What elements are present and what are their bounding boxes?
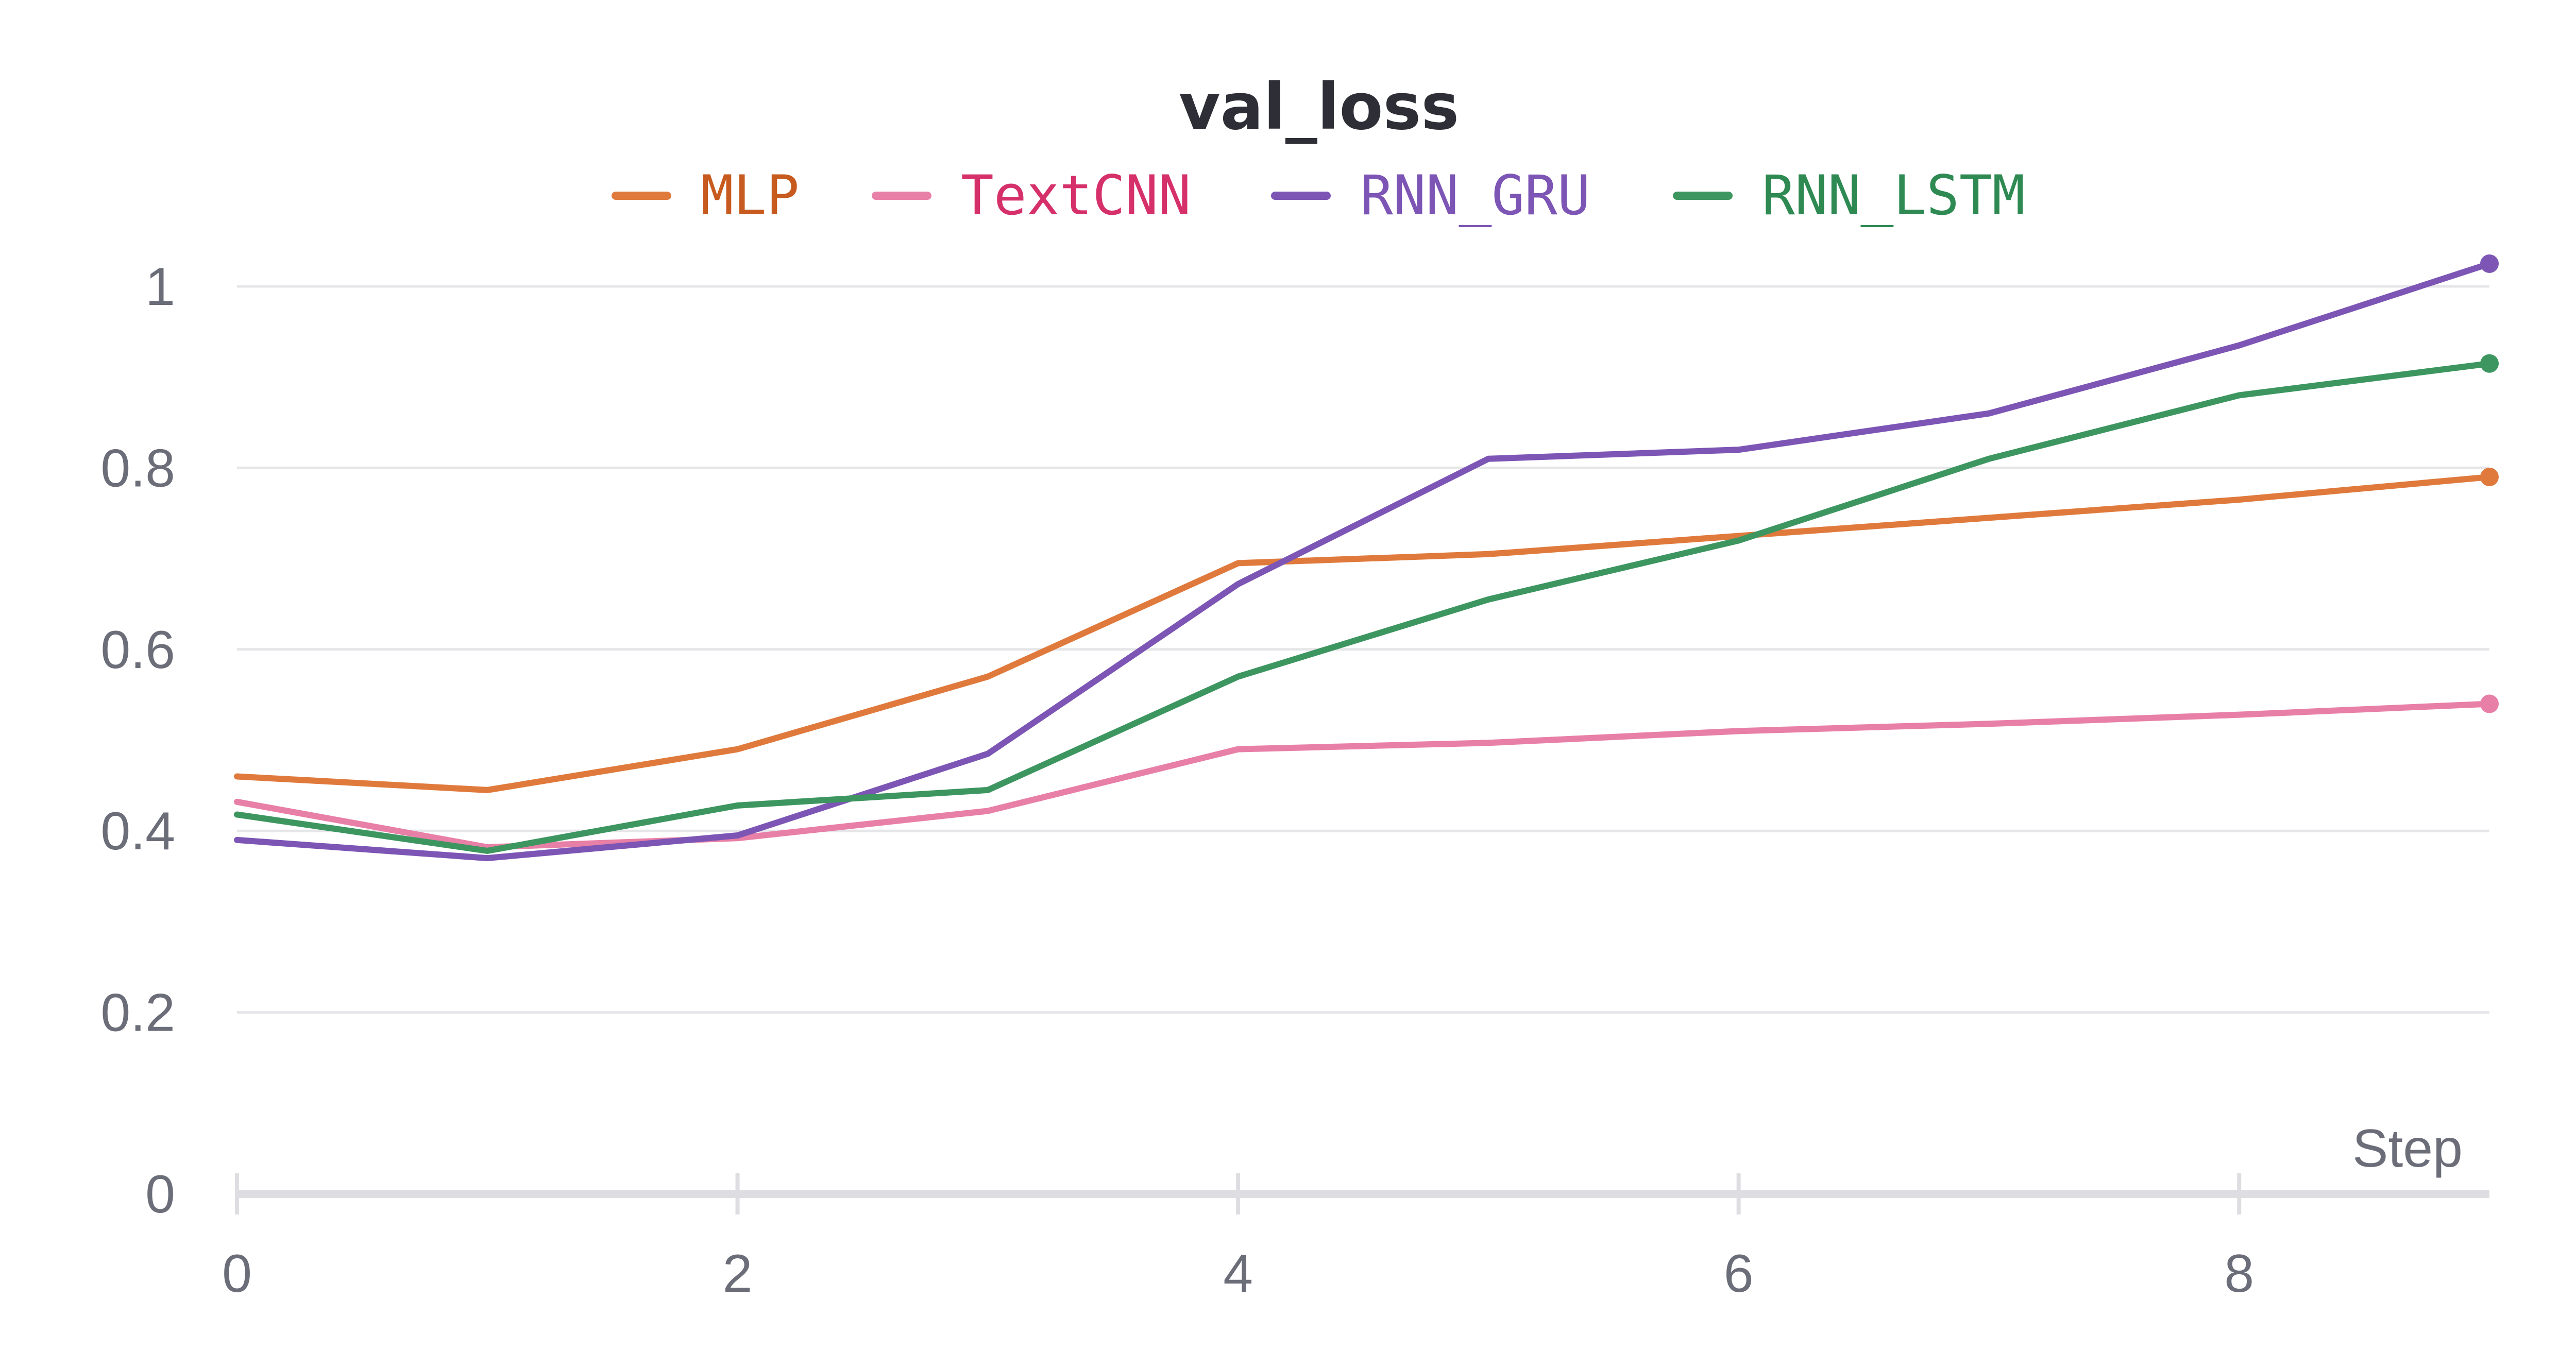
legend-item-rnn_gru: RNN_GRU [1271,164,1590,227]
y-tick-label: 0.4 [100,801,175,861]
series-line-textcnn [234,700,2493,850]
x-axis-label: Step [2352,1119,2463,1178]
legend: MLP TextCNN RNN_GRU RNN_LSTM [612,164,2025,227]
series-endpoint-mlp [2480,468,2499,487]
series-endpoint-rnn_lstm [2480,354,2499,373]
x-tick-label: 6 [1724,1244,1754,1304]
axes: Step 0 0.2 0.4 0.6 0.8 1 0 2 4 6 8 [100,257,2489,1304]
series-endpoint-rnn_gru [2480,254,2499,273]
legend-label: RNN_LSTM [1762,164,2025,227]
y-tick-label: 1 [145,257,175,317]
y-tick-label: 0.2 [100,983,175,1043]
y-tick-label: 0 [145,1165,175,1224]
series-line-mlp [234,474,2493,793]
series-group [234,254,2499,862]
y-tick-label: 0.8 [100,438,175,498]
legend-label: RNN_GRU [1360,164,1590,227]
x-tick-label: 4 [1223,1244,1253,1304]
legend-label: MLP [701,164,799,227]
y-tick-label: 0.6 [100,620,175,680]
chart-title: val_loss [1179,70,1459,144]
series-line-rnn_gru [234,260,2493,862]
legend-label: TextCNN [961,164,1191,227]
x-tick-label: 0 [222,1244,252,1304]
series-endpoint-textcnn [2480,694,2499,713]
legend-item-rnn_lstm: RNN_LSTM [1673,164,2025,227]
x-tick-label: 2 [723,1244,753,1304]
grid [237,285,2489,1014]
x-tick-label: 8 [2224,1244,2254,1304]
legend-item-textcnn: TextCNN [872,164,1191,227]
series-line-rnn_lstm [234,360,2493,854]
legend-item-mlp: MLP [612,164,799,227]
